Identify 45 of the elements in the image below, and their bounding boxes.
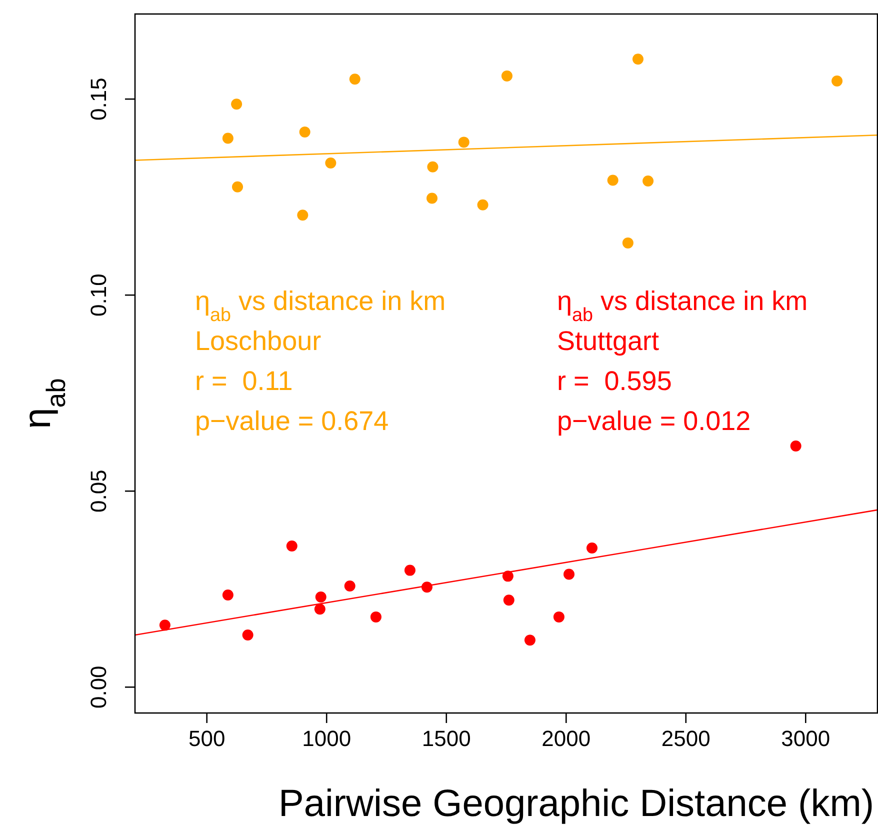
point <box>553 611 564 622</box>
point <box>370 611 382 622</box>
point <box>622 237 634 248</box>
y-tick-label: 0.05 <box>86 470 111 513</box>
point <box>404 564 416 576</box>
point <box>632 54 644 65</box>
point <box>297 210 308 221</box>
point <box>524 634 536 646</box>
point <box>426 192 438 204</box>
point <box>231 98 242 110</box>
point <box>299 126 310 138</box>
point <box>458 136 470 148</box>
point <box>242 629 254 640</box>
x-tick-label: 3000 <box>781 726 830 751</box>
annotation: η$_{ab}$ vs distance in km Loschbour r = 0.11 p−value = 0.674 <box>195 286 446 436</box>
point <box>349 74 360 85</box>
x-tick-label: 1000 <box>302 726 352 751</box>
x-tick-label: 500 <box>188 726 226 751</box>
annotation: η$_{ab}$ vs distance in km Stuttgart r = 0.595 p−value = 0.012 <box>557 286 808 436</box>
point <box>325 157 336 168</box>
x-tick-label: 2500 <box>661 726 710 751</box>
point <box>832 76 843 87</box>
y-tick-label: 0.10 <box>86 274 111 317</box>
point <box>232 181 244 192</box>
point <box>314 604 326 615</box>
point <box>790 440 802 452</box>
point <box>344 580 356 592</box>
point <box>222 132 234 144</box>
point <box>427 161 438 172</box>
point <box>286 540 298 552</box>
point <box>477 199 488 210</box>
point <box>501 70 512 82</box>
point <box>222 589 234 600</box>
x-tick-label: 2000 <box>542 726 591 751</box>
point <box>642 176 654 187</box>
y-tick-label: 0.00 <box>86 666 111 709</box>
point <box>315 591 326 602</box>
point <box>607 174 618 186</box>
y-tick-label: 0.15 <box>86 78 111 120</box>
x-axis-title: Pairwise Geographic Distance (km) <box>278 783 874 825</box>
x-tick-label: 1500 <box>422 726 471 751</box>
point <box>564 568 575 580</box>
point <box>586 542 598 554</box>
point <box>159 620 170 631</box>
point <box>503 594 514 606</box>
